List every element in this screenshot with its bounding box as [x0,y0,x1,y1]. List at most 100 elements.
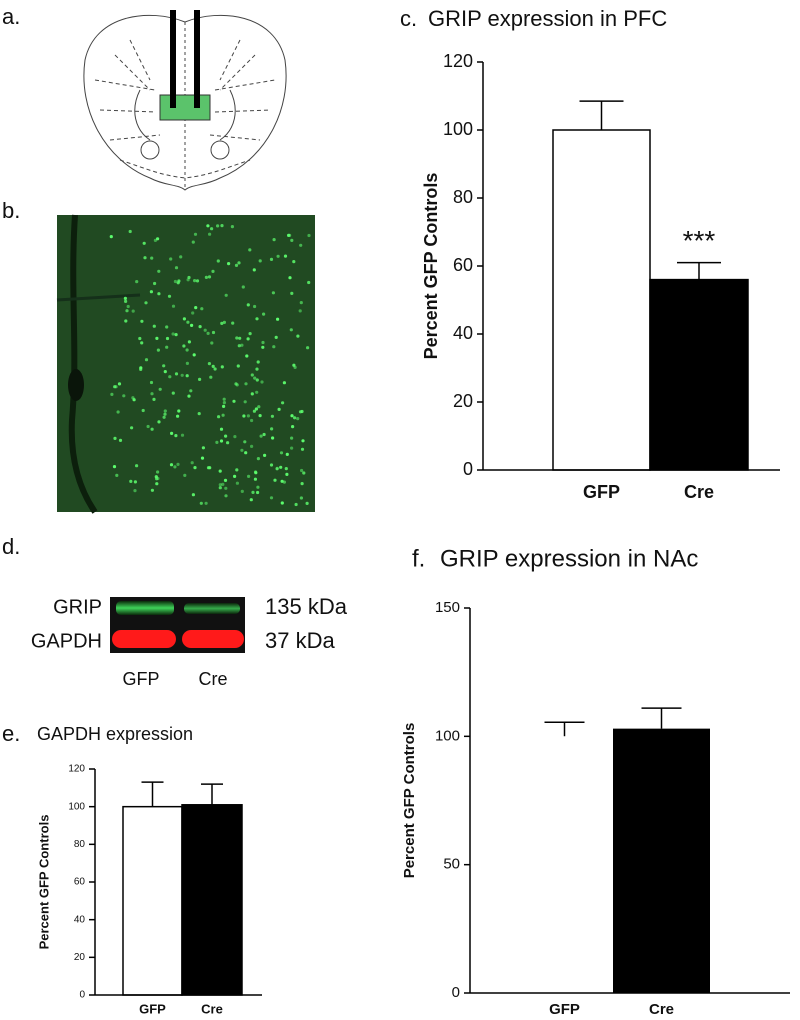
bar [552,129,651,471]
cell [141,408,145,413]
cell [253,376,257,380]
cell [261,345,265,349]
cell [250,373,254,377]
cell [256,490,260,495]
x-tick-label: Cre [649,1001,674,1018]
cell [298,309,302,313]
cell [183,473,187,477]
cell [279,465,283,469]
cell [190,323,194,327]
panel-label: f. [412,545,425,572]
x-tick-label: GFP [139,1001,166,1016]
cell [250,444,254,448]
cell [222,401,226,405]
cell [255,367,259,371]
cell [124,319,128,323]
cell [249,498,253,502]
cell [299,301,303,305]
cell [218,469,222,473]
cell [234,382,238,386]
y-tick-label: 150 [435,599,460,616]
cell [221,413,225,417]
cell [261,340,265,345]
cell [235,481,239,485]
cell [194,306,198,310]
cell [187,340,191,344]
cell [276,254,280,258]
target-region [159,94,211,121]
cell [157,292,161,296]
x-tick-label: GFP [549,1001,580,1018]
cell [306,346,310,350]
cell [163,370,167,374]
cell [131,309,135,313]
cell [199,501,203,505]
bar [122,805,183,996]
cell [252,409,256,413]
y-axis-label: Percent GFP Controls [421,173,441,360]
cell [272,345,276,349]
cell [200,456,205,460]
cell [296,334,300,338]
cell [210,227,214,231]
x-tick-label: GFP [583,482,620,502]
cell [246,337,250,341]
significance: *** [683,225,716,256]
y-tick-label: 120 [443,51,473,71]
panel-label: b. [2,198,20,223]
cell [180,373,184,377]
cell [256,360,260,364]
cell [241,285,245,289]
cell [262,432,266,437]
cell [153,281,157,286]
cell [250,392,254,396]
cell [171,332,175,336]
cell [299,243,303,247]
cell [203,328,207,332]
cell [206,331,210,335]
cell [114,385,118,389]
cell [117,382,122,386]
cell [167,294,172,298]
chart-title: GAPDH expression [37,724,193,744]
cell [146,424,150,429]
cell [150,427,154,431]
cell [191,493,195,497]
y-tick-label: 100 [435,727,460,744]
cell [253,304,257,309]
cell [140,319,144,323]
cell [122,394,126,398]
cell [118,438,123,442]
cell [149,290,153,294]
cell [296,417,300,421]
panel-label: d. [2,534,20,559]
cell [216,224,220,228]
cell [150,488,154,492]
cell [270,414,274,418]
lane-label: Cre [198,669,227,689]
cell [243,440,247,444]
cell [222,404,226,408]
cell [271,291,275,295]
cell [255,317,259,321]
cell [143,256,147,260]
cell [174,372,179,376]
cell [220,365,224,369]
cell [144,301,148,305]
cell [197,412,201,416]
cell [198,377,202,381]
cell [130,426,134,430]
cell [156,237,160,241]
cell [125,309,129,313]
cell [216,259,220,263]
cell [290,238,294,242]
cell [169,463,174,467]
chart-title: GRIP expression in NAc [440,545,698,572]
cell [263,453,267,457]
cell [253,477,257,481]
cell [244,451,248,455]
cell [209,375,213,379]
cell [224,486,228,490]
cell [220,224,224,228]
cell [222,397,226,401]
